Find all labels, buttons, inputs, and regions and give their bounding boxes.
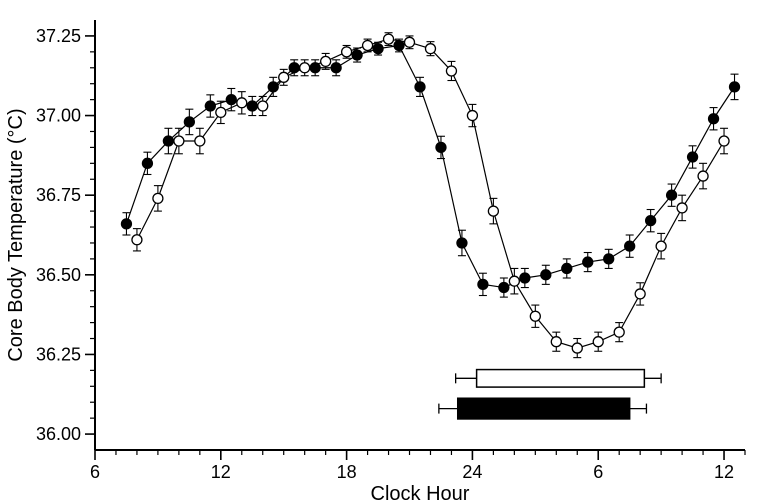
svg-text:36.00: 36.00 (36, 424, 81, 444)
svg-text:36.50: 36.50 (36, 265, 81, 285)
svg-text:12: 12 (211, 462, 231, 482)
sleep-bar-filled-bar (439, 398, 647, 419)
svg-text:12: 12 (714, 462, 734, 482)
svg-text:18: 18 (337, 462, 357, 482)
y-axis-label: Core Body Temperature (°C) (5, 108, 27, 361)
svg-text:37.25: 37.25 (36, 26, 81, 46)
svg-text:36.75: 36.75 (36, 185, 81, 205)
svg-text:6: 6 (90, 462, 100, 482)
x-axis-label: Clock Hour (371, 483, 470, 503)
svg-text:37.00: 37.00 (36, 106, 81, 126)
chart-container: 36.00 36.25 36.50 36.75 37.00 37.25 Core Body … (0, 0, 768, 503)
temperature-chart: 36.00 36.25 36.50 36.75 37.00 37.25 Core Body … (0, 0, 768, 503)
svg-text:6: 6 (593, 462, 603, 482)
sleep-bar-open-bar (456, 370, 661, 388)
svg-text:36.25: 36.25 (36, 344, 81, 364)
svg-text:24: 24 (462, 462, 482, 482)
